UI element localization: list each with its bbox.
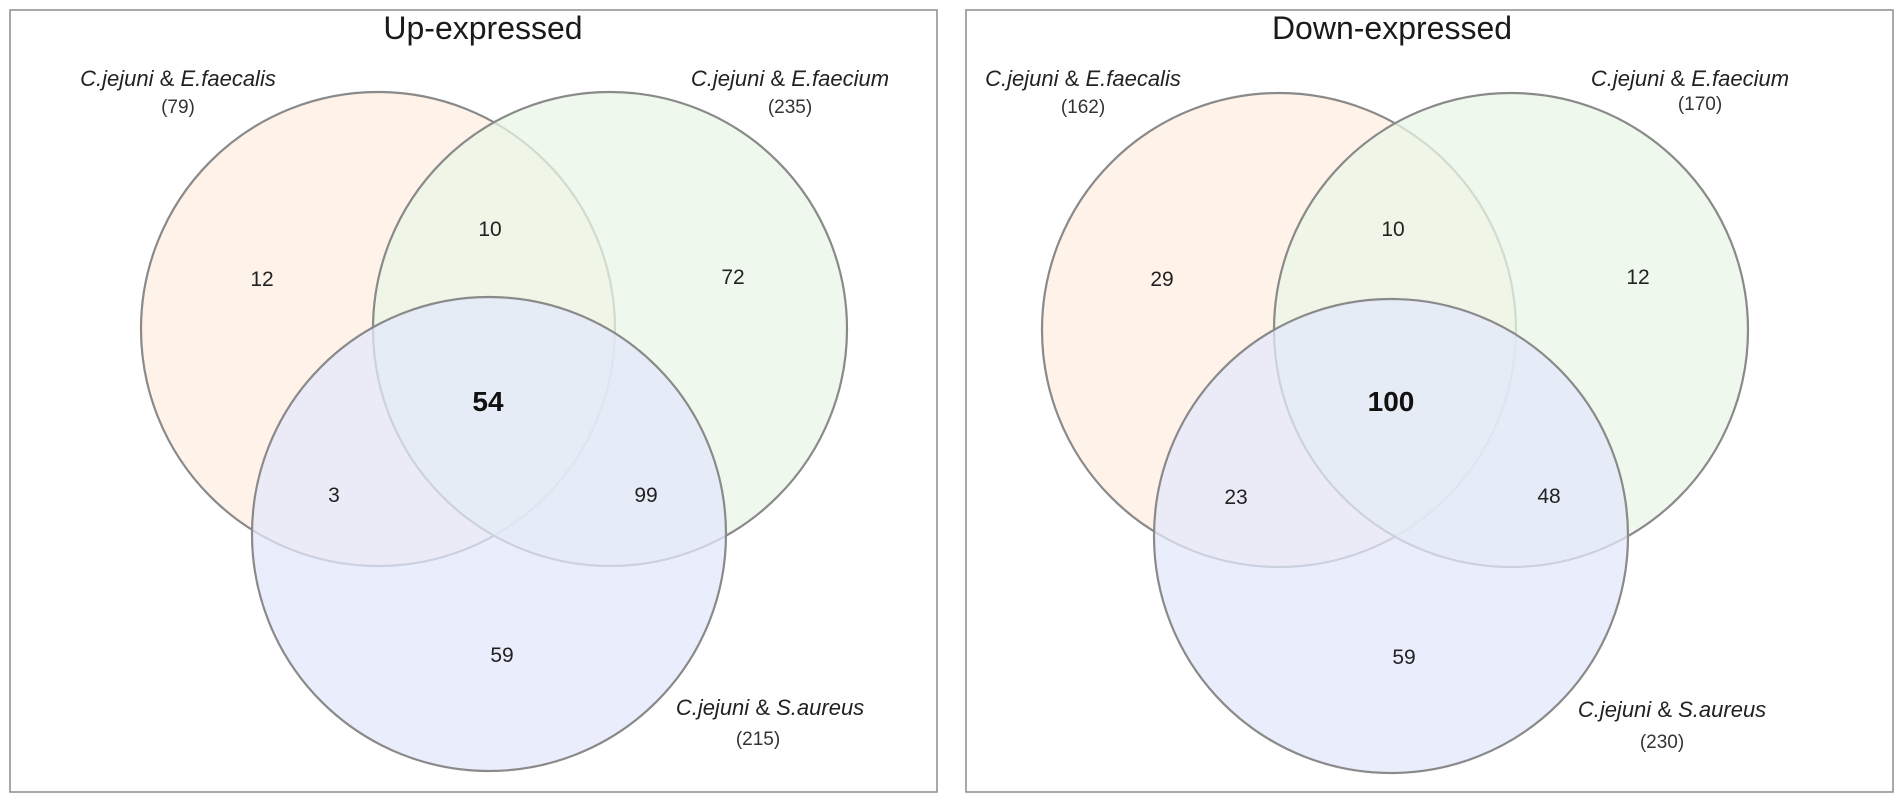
region-faecalis-aureus: 3 (328, 484, 340, 507)
region-faecium-aureus: 99 (634, 484, 657, 507)
region-faecalis-aureus: 23 (1224, 486, 1247, 509)
region-aureus-only: 59 (1392, 646, 1415, 669)
set-count-s-aureus: (215) (736, 729, 780, 750)
region-faecalis-faecium: 10 (478, 218, 501, 241)
region-faecium-only: 72 (721, 266, 744, 289)
region-faecalis-only: 29 (1150, 268, 1173, 291)
region-faecalis-only: 12 (250, 268, 273, 291)
set-count-e-faecalis: (162) (1061, 97, 1105, 118)
region-faecium-only: 12 (1626, 266, 1649, 289)
set-label-s-aureus: C.jejuni & S.aureus (676, 695, 864, 720)
panel-frame (9, 9, 938, 793)
panel-frame (965, 9, 1894, 793)
panel-title: Down-expressed (1272, 10, 1512, 46)
set-count-e-faecium: (170) (1678, 94, 1722, 115)
set-label-s-aureus: C.jejuni & S.aureus (1578, 697, 1766, 722)
panel-down-expressed: Down-expressed C.jejuni & E.faecalis (16… (965, 9, 1894, 793)
panel-title: Up-expressed (383, 10, 582, 46)
region-all-three: 54 (472, 386, 504, 417)
set-label-e-faecalis: C.jejuni & E.faecalis (80, 66, 276, 91)
region-aureus-only: 59 (490, 644, 513, 667)
panel-up-expressed: Up-expressed C.jejuni & E.faecalis (79) … (9, 9, 938, 793)
set-count-e-faecalis: (79) (161, 97, 195, 118)
region-faecalis-faecium: 10 (1381, 218, 1404, 241)
set-count-e-faecium: (235) (768, 97, 812, 118)
set-count-s-aureus: (230) (1640, 732, 1684, 753)
set-label-e-faecium: C.jejuni & E.faecium (691, 66, 889, 91)
region-faecium-aureus: 48 (1537, 485, 1560, 508)
set-circle-s-aureus (250, 295, 728, 773)
region-all-three: 100 (1368, 386, 1415, 417)
set-label-e-faecium: C.jejuni & E.faecium (1591, 66, 1789, 91)
set-label-e-faecalis: C.jejuni & E.faecalis (985, 66, 1181, 91)
set-circle-s-aureus (1152, 297, 1630, 775)
